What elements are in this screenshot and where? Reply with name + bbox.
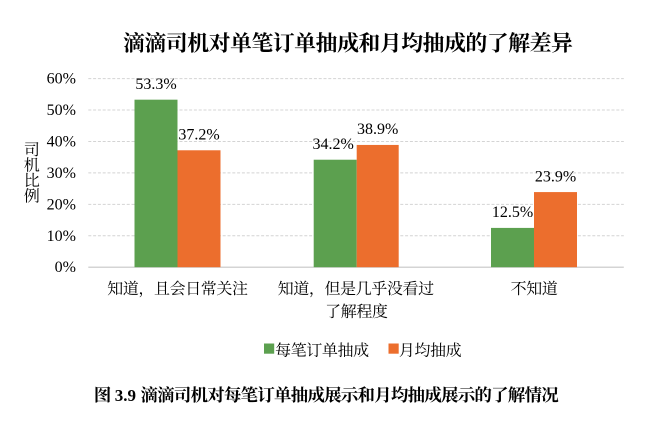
svg-text:38.9%: 38.9% [357, 121, 398, 138]
svg-text:37.2%: 37.2% [178, 127, 219, 144]
svg-text:10%: 10% [47, 228, 76, 245]
svg-text:53.3%: 53.3% [135, 76, 176, 93]
svg-text:40%: 40% [47, 134, 76, 151]
svg-text:3.9: 3.9 [115, 386, 136, 405]
svg-text:34.2%: 34.2% [313, 136, 354, 153]
svg-text:30%: 30% [47, 165, 76, 182]
svg-text:12.5%: 12.5% [492, 204, 533, 221]
svg-text:23.9%: 23.9% [535, 168, 576, 185]
svg-text:50%: 50% [47, 102, 76, 119]
svg-text:60%: 60% [47, 71, 76, 88]
svg-text:0%: 0% [55, 259, 76, 276]
svg-text:20%: 20% [47, 196, 76, 213]
